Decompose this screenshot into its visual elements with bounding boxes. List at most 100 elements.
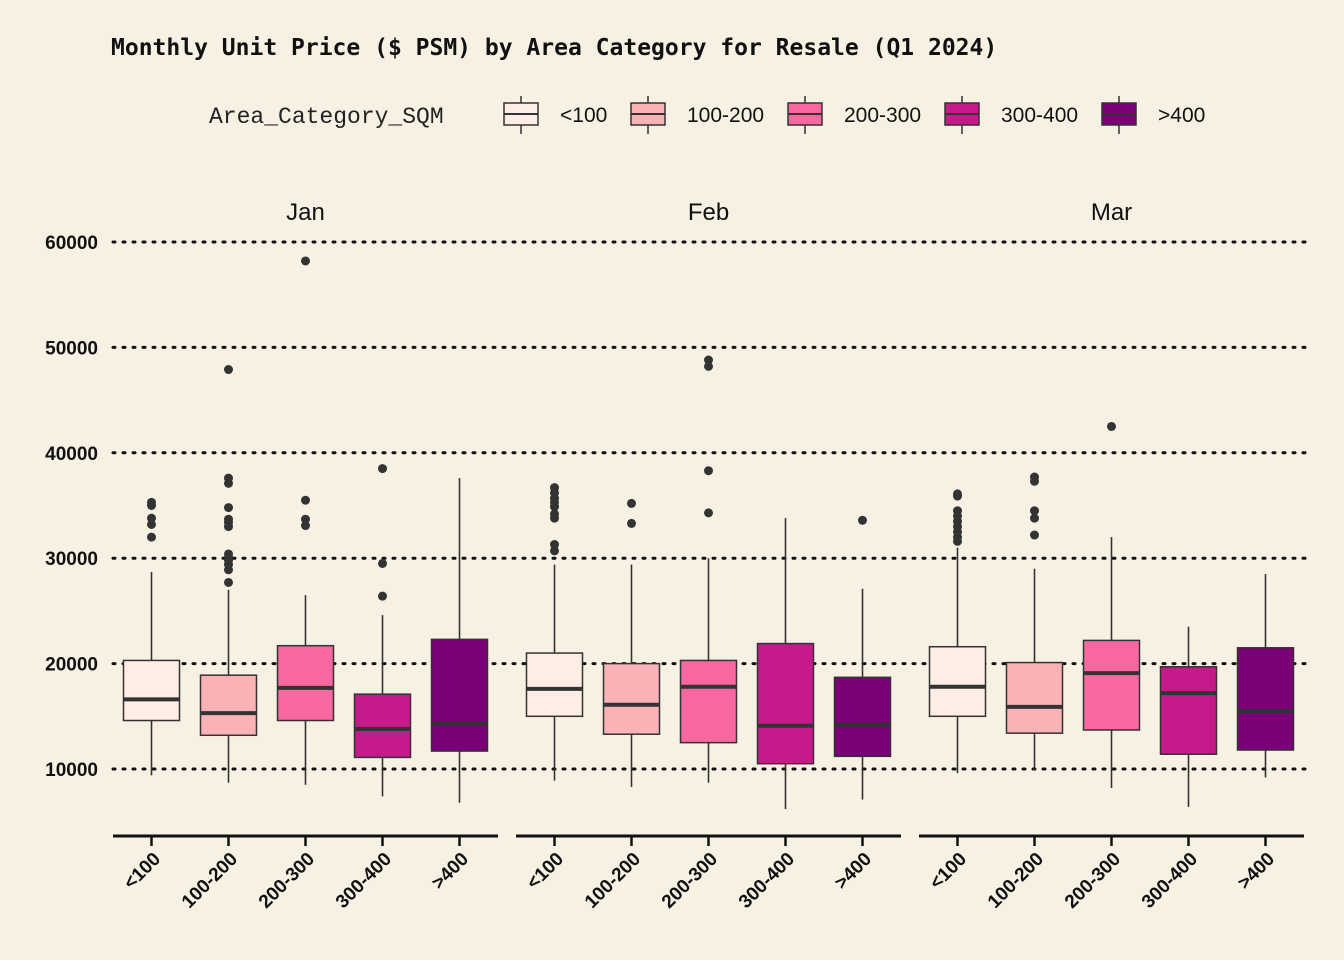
legend-title: Area_Category_SQM (209, 104, 444, 130)
box-gt400 (430, 478, 489, 803)
y-tick-label: 30000 (45, 549, 98, 570)
box-100-200 (1005, 472, 1064, 771)
x-tick-label: 200-300 (1061, 849, 1125, 913)
outlier-point (378, 591, 387, 601)
y-tick-label: 40000 (45, 444, 98, 465)
facet-jan: Jan <100 100-200 200-300 300-400 >400 (113, 199, 498, 913)
box-iqr (602, 662, 661, 735)
x-tick-label: 100-200 (581, 849, 645, 913)
outlier-point (704, 355, 713, 365)
outlier-point (550, 483, 559, 493)
box-iqr (1236, 647, 1295, 751)
y-tick-label: 50000 (45, 338, 98, 359)
outlier-point (147, 497, 156, 507)
outlier-point (953, 506, 962, 516)
y-tick-label: 20000 (45, 655, 98, 676)
outlier-point (224, 365, 233, 375)
outlier-point (550, 539, 559, 549)
y-tick-label: 10000 (45, 760, 98, 781)
x-tick-label: 100-200 (178, 849, 242, 913)
outlier-point (147, 532, 156, 542)
x-tick-label: <100 (926, 849, 971, 894)
box-200-300 (679, 355, 738, 783)
outlier-point (224, 549, 233, 559)
box-300-400 (353, 464, 412, 797)
facet-strip-label: Jan (286, 199, 325, 226)
legend-item-lt100: <100 (503, 96, 607, 134)
legend-item-300-400: 300-400 (944, 96, 1078, 134)
box-gt400 (1236, 574, 1295, 778)
box-iqr (928, 645, 987, 718)
box-100-200 (199, 365, 258, 783)
outlier-point (704, 361, 713, 371)
box-200-300 (1082, 421, 1141, 788)
x-tick-label: 300-400 (735, 849, 799, 913)
outlier-point (301, 495, 310, 505)
outlier-point (224, 577, 233, 587)
box-iqr (525, 652, 584, 718)
legend-label: >400 (1158, 104, 1205, 127)
box-200-300 (276, 256, 335, 785)
box-100-200 (602, 498, 661, 787)
legend: Area_Category_SQM <100 100-200 200-300 300-… (209, 96, 1205, 134)
box-iqr (1082, 639, 1141, 731)
facet-feb: Feb <100 100-200 200-300 300-400 >400 (516, 199, 901, 913)
outlier-point (704, 466, 713, 476)
y-axis-labels: 10000 20000 30000 40000 50000 60000 (45, 233, 98, 781)
box-300-400 (756, 518, 815, 810)
outlier-point (1107, 421, 1116, 431)
legend-item-200-300: 200-300 (787, 96, 921, 134)
outlier-point (147, 513, 156, 523)
outlier-point (1030, 530, 1039, 540)
box-iqr (430, 638, 489, 752)
legend-item-100-200: 100-200 (630, 96, 764, 134)
x-tick-label: >400 (831, 849, 876, 894)
box-iqr (833, 676, 892, 758)
y-tick-label: 60000 (45, 233, 98, 254)
box-300-400 (1159, 626, 1218, 807)
legend-item-gt400: >400 (1101, 96, 1205, 134)
facet-strip-label: Mar (1091, 199, 1132, 226)
outlier-point (1030, 506, 1039, 516)
outlier-point (953, 489, 962, 499)
x-tick-label: 200-300 (658, 849, 722, 913)
legend-label: 200-300 (844, 104, 921, 127)
facet-mar: Mar <100 100-200 200-300 300-400 >400 (919, 199, 1304, 913)
outlier-point (550, 509, 559, 519)
outlier-point (1030, 472, 1039, 482)
box-iqr (756, 642, 815, 765)
box-iqr (122, 659, 181, 722)
x-tick-label: 300-400 (1138, 849, 1202, 913)
outlier-point (378, 558, 387, 568)
facet-strip-label: Feb (688, 199, 729, 226)
outlier-point (550, 546, 559, 556)
outlier-point (147, 519, 156, 529)
outlier-point (301, 521, 310, 531)
x-tick-label: 300-400 (332, 849, 396, 913)
outlier-point (224, 503, 233, 513)
box-iqr (353, 693, 412, 759)
x-tick-label: 100-200 (984, 849, 1048, 913)
x-tick-label: >400 (428, 849, 473, 894)
outlier-point (627, 518, 636, 528)
box-iqr (276, 644, 335, 722)
legend-label: 100-200 (687, 104, 764, 127)
box-iqr (1005, 661, 1064, 734)
outlier-point (378, 464, 387, 474)
box-iqr (199, 674, 258, 737)
x-tick-label: >400 (1234, 849, 1279, 894)
x-tick-label: <100 (120, 849, 165, 894)
chart-title: Monthly Unit Price ($ PSM) by Area Categ… (111, 35, 997, 61)
x-tick-label: 200-300 (255, 849, 319, 913)
outlier-point (224, 473, 233, 483)
outlier-point (858, 515, 867, 525)
outlier-point (1030, 513, 1039, 523)
outlier-point (301, 256, 310, 266)
box-lt100 (928, 489, 987, 774)
box-lt100 (525, 483, 584, 781)
x-tick-label: <100 (523, 849, 568, 894)
outlier-point (224, 514, 233, 524)
box-gt400 (833, 515, 892, 800)
